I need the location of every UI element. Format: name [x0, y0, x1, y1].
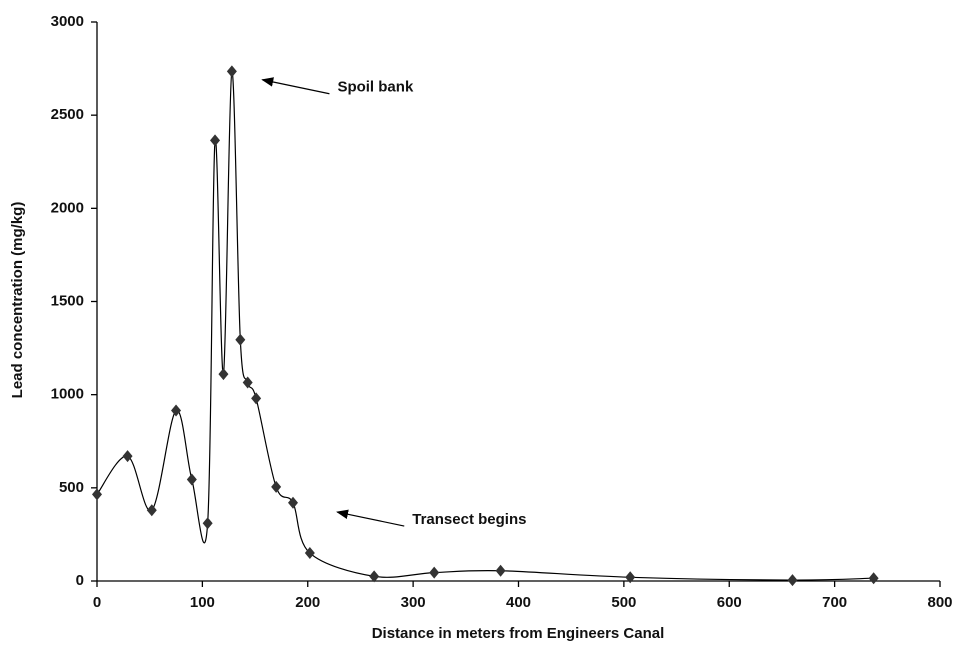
marker — [787, 574, 798, 587]
x-tick-label: 0 — [93, 594, 101, 611]
y-tick-label: 2000 — [51, 199, 84, 216]
y-tick-label: 1000 — [51, 386, 84, 403]
x-tick-label: 100 — [190, 594, 215, 611]
x-tick-label: 200 — [295, 594, 320, 611]
marker — [92, 488, 102, 501]
y-tick-label: 3000 — [51, 13, 84, 30]
marker — [146, 504, 157, 517]
annotation: Transect begins — [412, 511, 526, 528]
marker — [251, 392, 262, 405]
annotation-arrow — [336, 509, 405, 527]
y-axis-title: Lead concentration (mg/kg) — [9, 202, 26, 399]
y-tick-label: 500 — [59, 479, 84, 496]
x-tick-label: 800 — [927, 594, 952, 611]
marker — [218, 368, 229, 381]
marker — [495, 564, 506, 577]
marker — [235, 333, 246, 346]
marker — [287, 496, 298, 509]
y-tick-label: 1500 — [51, 292, 84, 309]
marker — [210, 134, 221, 147]
marker — [242, 376, 253, 389]
series-line — [96, 70, 874, 581]
marker — [226, 65, 237, 78]
marker — [171, 404, 182, 417]
marker — [122, 450, 133, 463]
x-tick-label: 400 — [506, 594, 531, 611]
marker — [304, 547, 315, 560]
annotation: Spoil bank — [337, 79, 414, 96]
marker — [202, 517, 213, 530]
x-tick-label: 300 — [401, 594, 426, 611]
x-axis-title: Distance in meters from Engineers Canal — [372, 625, 665, 642]
x-tick-label: 700 — [822, 594, 847, 611]
annotation-arrow — [261, 77, 330, 95]
marker — [625, 571, 636, 584]
marker — [186, 473, 197, 486]
x-tick-label: 600 — [717, 594, 742, 611]
y-tick-label: 0 — [76, 572, 84, 589]
x-tick-label: 500 — [611, 594, 636, 611]
y-tick-label: 2500 — [51, 106, 84, 123]
marker — [271, 480, 282, 493]
marker — [369, 570, 380, 583]
marker — [868, 572, 879, 585]
marker — [429, 566, 440, 579]
